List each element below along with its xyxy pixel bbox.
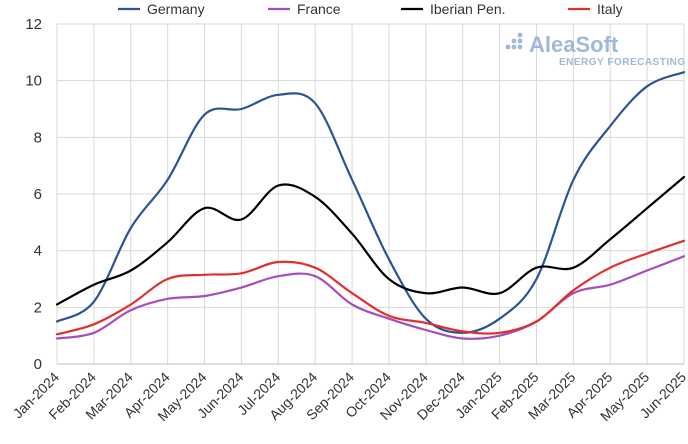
- aleasoft-watermark: AleaSoft ENERGY FORECASTING: [506, 32, 686, 68]
- y-tick-label: 6: [34, 186, 42, 203]
- legend-label-france: France: [297, 1, 341, 17]
- legend: Germany France Iberian Pen. Italy: [118, 1, 623, 17]
- x-axis-tick-labels: Jan-2024Feb-2024Mar-2024Apr-2024May-2024…: [10, 369, 688, 424]
- logo-dot: [518, 33, 523, 38]
- series-lines: [57, 72, 684, 339]
- y-tick-label: 10: [25, 73, 42, 90]
- logo-dot: [512, 45, 517, 50]
- legend-label-germany: Germany: [147, 1, 205, 17]
- logo-dot: [518, 39, 523, 44]
- y-tick-label: 2: [34, 299, 42, 316]
- y-tick-label: 12: [25, 16, 42, 33]
- logo-dot: [506, 45, 511, 50]
- aleasoft-logo-dots-icon: [506, 33, 523, 50]
- watermark-brand: AleaSoft: [529, 32, 619, 57]
- logo-dot: [512, 39, 517, 44]
- y-tick-label: 0: [34, 356, 42, 373]
- y-tick-label: 8: [34, 129, 42, 146]
- series-line-iberian-pen: [57, 177, 684, 305]
- watermark-tagline: ENERGY FORECASTING: [559, 57, 686, 68]
- y-axis-tick-labels: 0 2 4 6 8 10 12: [25, 16, 42, 373]
- legend-label-iberian-pen: Iberian Pen.: [430, 1, 506, 17]
- series-line-france: [57, 256, 684, 339]
- logo-dot: [518, 45, 523, 50]
- legend-label-italy: Italy: [597, 1, 623, 17]
- y-tick-label: 4: [34, 243, 42, 260]
- series-line-germany: [57, 72, 684, 333]
